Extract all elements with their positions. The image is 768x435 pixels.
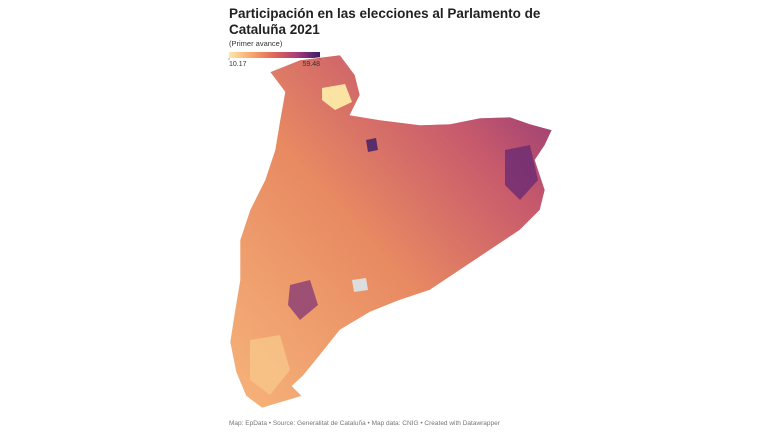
- title: Participación en las elecciones al Parla…: [229, 6, 541, 37]
- region-patch: [322, 84, 352, 110]
- legend-label: 59.48: [302, 61, 320, 68]
- legend-gradient: [229, 52, 320, 58]
- region-patch: [288, 280, 318, 320]
- region-patch: [505, 145, 538, 200]
- legend-label: 10.17: [229, 61, 247, 68]
- footer: Map: EpData • Source: Generalitat de Cat…: [229, 420, 500, 427]
- region-outline: [229, 54, 553, 409]
- region-patch: [352, 278, 368, 292]
- region-patch: [250, 335, 290, 395]
- subtitle: (Primer avance): [229, 39, 283, 48]
- region-patch: [366, 138, 378, 152]
